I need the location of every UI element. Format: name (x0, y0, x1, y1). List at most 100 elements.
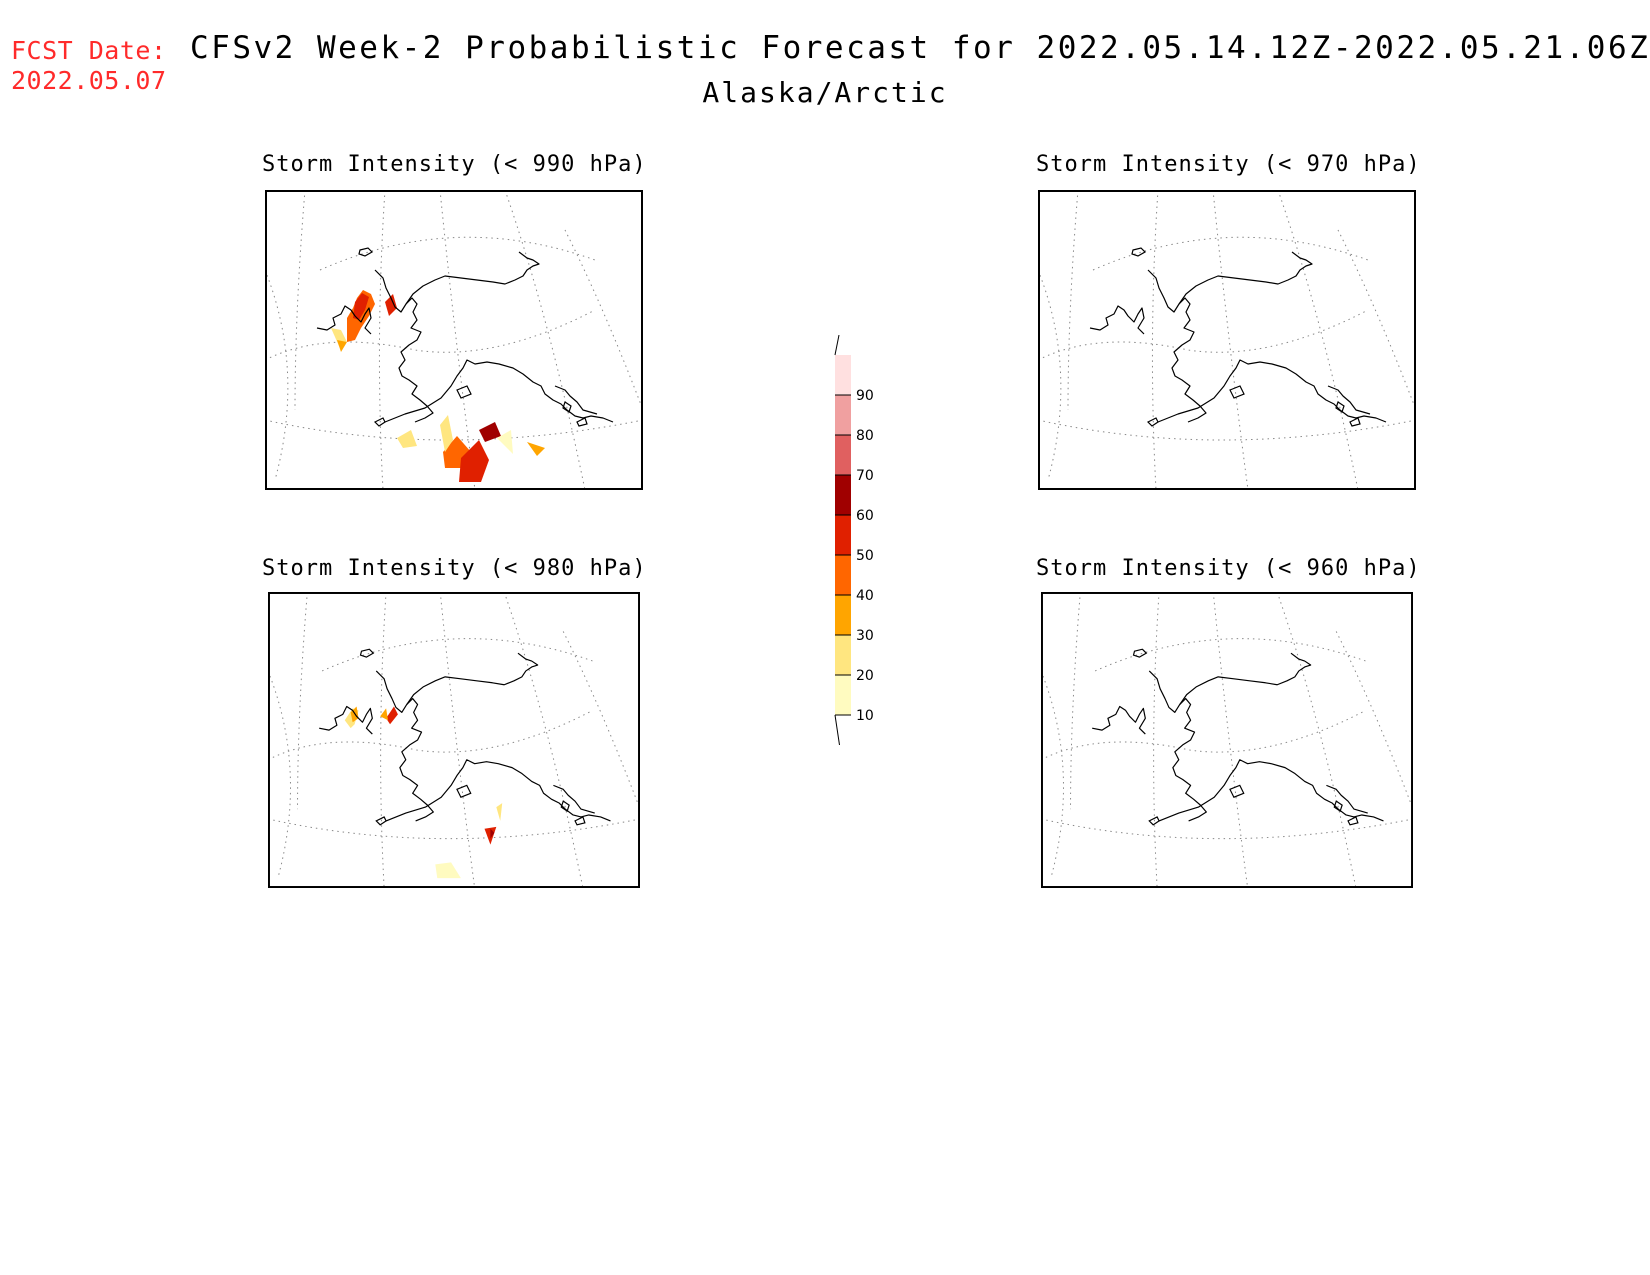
coastline (1326, 784, 1368, 814)
island-outline (1146, 417, 1159, 427)
probability-shading (440, 415, 453, 452)
map-content (267, 192, 641, 488)
panel-title-990: Storm Intensity (< 990 hPa) (262, 152, 647, 177)
colorbar-swatch (835, 675, 851, 715)
colorbar-label: 50 (856, 548, 874, 564)
probability-colorbar: 10 20 30 40 50 60 70 80 90 (834, 335, 874, 745)
probability-shading (353, 293, 369, 320)
graticule-line (378, 192, 386, 488)
island-outline (373, 417, 386, 427)
graticule-line (1040, 309, 1369, 360)
graticule-line (267, 309, 596, 360)
graticule-line (1070, 593, 1081, 810)
coastline (384, 359, 614, 423)
map-content (1040, 192, 1414, 488)
graticule-line (1153, 593, 1160, 887)
map-frame (268, 592, 640, 888)
island-outline (560, 800, 570, 812)
island-outline (1148, 816, 1160, 826)
graticule-line (380, 593, 387, 887)
colorbar-label: 10 (856, 708, 874, 724)
graticule-line (1212, 192, 1249, 488)
colorbar-top-arrow (834, 335, 840, 356)
colorbar-swatch (835, 435, 851, 475)
coastline (385, 759, 611, 822)
island-outline (562, 401, 572, 413)
island-outline (1333, 800, 1343, 812)
coastline (1179, 652, 1312, 705)
probability-shading (484, 826, 497, 845)
graticule-line (269, 674, 291, 879)
island-outline (1229, 385, 1245, 399)
probability-shading (527, 442, 545, 456)
graticule-line (1335, 631, 1412, 806)
region-subtitle: Alaska/Arctic (702, 76, 948, 109)
probability-shading (386, 706, 398, 725)
coastline (374, 269, 434, 423)
forecast-date-value: 2022.05.07 (11, 66, 167, 95)
graticule-line (267, 273, 289, 481)
graticule-line (439, 593, 475, 887)
map-content (1042, 593, 1412, 887)
island-outline (1131, 247, 1146, 257)
island-outline (574, 816, 586, 826)
coastline (1158, 759, 1384, 822)
colorbar-label: 30 (856, 628, 874, 644)
colorbar-label: 60 (856, 508, 874, 524)
coastline (405, 251, 540, 305)
probability-shading (337, 340, 347, 352)
coastline (316, 305, 372, 335)
graticule-line (1212, 593, 1248, 887)
map-panel-980 (268, 592, 640, 888)
graticule-line (297, 593, 308, 810)
island-outline (1347, 816, 1359, 826)
map-panel-990 (265, 190, 643, 490)
coastline (1157, 359, 1387, 423)
probability-shading (479, 422, 501, 442)
panel-title-980: Storm Intensity (< 980 hPa) (262, 556, 647, 581)
page-title: CFSv2 Week-2 Probabilistic Forecast for … (190, 30, 1650, 66)
coastline (554, 385, 598, 415)
probability-shading (497, 430, 513, 454)
island-outline (1132, 648, 1148, 658)
probability-shading (459, 440, 489, 482)
coastline (1147, 269, 1207, 423)
graticule-line (1042, 709, 1366, 760)
island-outline (358, 247, 373, 257)
colorbar-swatch (835, 355, 851, 395)
panel-title-960: Storm Intensity (< 960 hPa) (1036, 556, 1421, 581)
coastline (319, 705, 373, 735)
forecast-date-block: FCST Date: 2022.05.07 (11, 36, 167, 96)
probability-shading (435, 862, 461, 879)
island-outline (1335, 401, 1345, 413)
colorbar-label: 90 (856, 388, 874, 404)
colorbar-label: 80 (856, 428, 874, 444)
map-content (269, 593, 639, 887)
coastline (1089, 305, 1145, 335)
graticule-line (1067, 192, 1079, 411)
graticule-line (294, 192, 306, 411)
probability-shading (380, 708, 389, 721)
colorbar-bottom-arrow (834, 714, 841, 745)
colorbar-swatch (835, 395, 851, 435)
coastline (553, 784, 595, 814)
graticule-line (1042, 674, 1064, 879)
coastline (1092, 705, 1146, 735)
coastline (1178, 251, 1313, 305)
map-frame (1038, 190, 1416, 490)
graticule-line (1151, 192, 1159, 488)
island-outline (1349, 417, 1361, 427)
island-outline (359, 648, 375, 658)
probability-shading (385, 294, 397, 316)
graticule-line (562, 631, 639, 806)
coastline (375, 670, 434, 822)
island-outline (456, 784, 472, 798)
colorbar-swatch (835, 475, 851, 515)
island-outline (576, 417, 588, 427)
coastline (406, 652, 539, 705)
graticule-line (1337, 229, 1414, 407)
map-panel-970 (1038, 190, 1416, 490)
coastline (1327, 385, 1371, 415)
colorbar-swatch (835, 555, 851, 595)
island-outline (456, 385, 472, 399)
